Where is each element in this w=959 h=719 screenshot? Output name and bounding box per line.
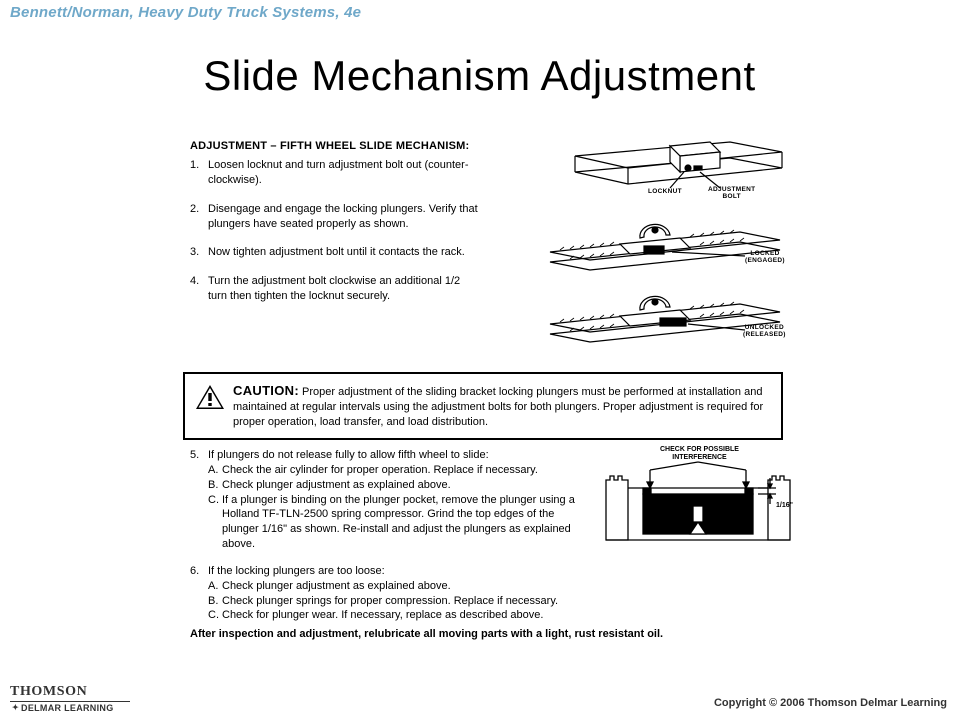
figure-locked: LOCKED (ENGAGED): [540, 208, 790, 272]
step-intro: If plungers do not release fully to allo…: [208, 449, 489, 461]
locked-label: LOCKED (ENGAGED): [745, 250, 785, 264]
step-5b: B. Check plunger adjustment as explained …: [208, 478, 590, 493]
caution-box: CAUTION: Proper adjustment of the slidin…: [183, 372, 783, 440]
step-5: 5. If plungers do not release fully to a…: [190, 448, 590, 552]
step-text: Now tighten adjustment bolt until it con…: [208, 246, 465, 258]
adjustment-bolt-label: ADJUSTMENT BOLT: [708, 186, 755, 200]
dimension-label: 1/16": [776, 502, 793, 510]
sub-letter: B.: [208, 594, 218, 609]
step-3: 3. Now tighten adjustment bolt until it c…: [190, 245, 480, 260]
step-text: Disengage and engage the locking plunger…: [208, 203, 478, 230]
sub-text: Check for plunger wear. If necessary, re…: [222, 609, 543, 621]
copyright: Copyright © 2006 Thomson Delmar Learning: [714, 697, 947, 709]
star-icon: ✦: [12, 703, 19, 712]
step-num: 4.: [190, 274, 199, 289]
slide-page: Bennett/Norman, Heavy Duty Truck Systems…: [0, 0, 959, 719]
figure-interference: CHECK FOR POSSIBLE INTERFERENCE 1/16": [598, 448, 798, 558]
sub-text: Check plunger springs for proper compres…: [222, 595, 558, 607]
interference-label: CHECK FOR POSSIBLE INTERFERENCE: [660, 446, 739, 461]
sub-text: Check the air cylinder for proper operat…: [222, 464, 538, 476]
delmar-label: DELMAR LEARNING: [21, 703, 114, 713]
step-2: 2. Disengage and engage the locking plung…: [190, 202, 480, 232]
sub-letter: B.: [208, 478, 218, 493]
logo-rule: [10, 701, 130, 702]
sub-letter: A.: [208, 463, 218, 478]
sub-letter: C.: [208, 608, 219, 623]
after-note: After inspection and adjustment, relubri…: [190, 628, 663, 640]
interference-diagram-icon: [598, 448, 798, 558]
sub-text: Check plunger adjustment as explained ab…: [222, 479, 451, 491]
unlocked-label: UNLOCKED (RELEASED): [743, 324, 786, 338]
step-num: 1.: [190, 158, 199, 173]
thomson-text: THOMSON: [10, 684, 130, 700]
step-6b: B. Check plunger springs for proper compr…: [208, 594, 590, 609]
figure-locknut: LOCKNUT ADJUSTMENT BOLT: [570, 138, 785, 200]
step-6: 6. If the locking plungers are too loose…: [190, 564, 590, 623]
step-5c: C.If a plunger is binding on the plunger…: [208, 493, 590, 552]
step-text: Loosen locknut and turn adjustment bolt …: [208, 159, 469, 186]
step-num: 2.: [190, 202, 199, 217]
publisher-logo: THOMSON ✦DELMAR LEARNING: [10, 684, 130, 713]
sub-text: If a plunger is binding on the plunger p…: [222, 494, 575, 551]
caution-text: CAUTION: Proper adjustment of the slidin…: [233, 382, 771, 430]
caution-lead: CAUTION:: [233, 383, 299, 398]
sub-text: Check plunger adjustment as explained ab…: [222, 580, 451, 592]
page-title: Slide Mechanism Adjustment: [0, 52, 959, 100]
step-5a: A. Check the air cylinder for proper oper…: [208, 463, 590, 478]
caution-body-text: Proper adjustment of the sliding bracket…: [233, 386, 763, 428]
figures-top: LOCKNUT ADJUSTMENT BOLT: [540, 138, 800, 344]
step-6c: C.Check for plunger wear. If necessary, …: [208, 608, 590, 623]
step-num: 5.: [190, 448, 199, 463]
figure-unlocked: UNLOCKED (RELEASED): [540, 280, 790, 344]
warning-icon: [195, 384, 225, 410]
step-6a: A. Check plunger adjustment as explained …: [208, 579, 590, 594]
step-intro: If the locking plungers are too loose:: [208, 565, 385, 577]
step-text: Turn the adjustment bolt clockwise an ad…: [208, 275, 460, 302]
step-4: 4. Turn the adjustment bolt clockwise an …: [190, 274, 480, 304]
book-reference: Bennett/Norman, Heavy Duty Truck Systems…: [10, 4, 361, 21]
step-num: 3.: [190, 245, 199, 260]
sub-letter: C.: [208, 493, 219, 508]
step-num: 6.: [190, 564, 199, 579]
sub-letter: A.: [208, 579, 218, 594]
step-1: 1. Loosen locknut and turn adjustment bol…: [190, 158, 480, 188]
locknut-label: LOCKNUT: [648, 188, 682, 195]
delmar-text: ✦DELMAR LEARNING: [10, 703, 130, 713]
